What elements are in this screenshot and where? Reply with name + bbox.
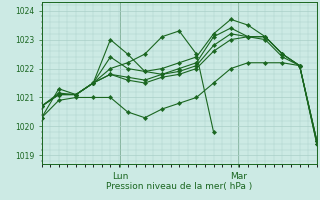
- X-axis label: Pression niveau de la mer( hPa ): Pression niveau de la mer( hPa ): [106, 182, 252, 191]
